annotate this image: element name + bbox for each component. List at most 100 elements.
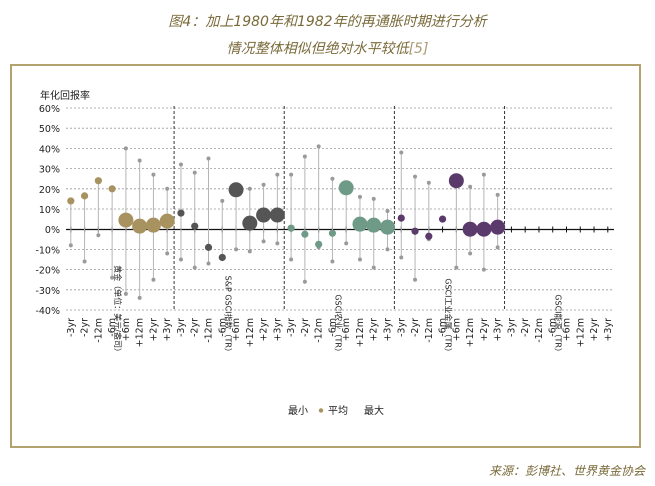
average-point bbox=[145, 217, 161, 233]
x-tick-label: +2yr bbox=[369, 318, 380, 342]
y-tick-label: 30% bbox=[39, 165, 60, 176]
max-point bbox=[426, 180, 431, 185]
x-tick-label: -12m bbox=[424, 318, 435, 343]
figure-title: 图4：加上1980年和1982年的再通胀时期进行分析 bbox=[168, 14, 487, 30]
max-point bbox=[371, 196, 376, 201]
x-tick-label: -2yr bbox=[190, 318, 201, 337]
x-tick-label: +2yr bbox=[479, 318, 490, 342]
x-tick-label: +12m bbox=[465, 318, 476, 347]
x-tick-label: +2yr bbox=[259, 318, 270, 342]
min-point bbox=[247, 249, 252, 254]
x-tick-label: -12m bbox=[204, 318, 215, 343]
x-tick-label: -6m bbox=[327, 318, 338, 337]
min-point bbox=[495, 245, 500, 250]
x-tick-label: -3yr bbox=[396, 318, 407, 337]
average-point bbox=[315, 240, 323, 248]
y-axis-title: 年化回报率 bbox=[40, 89, 90, 102]
max-point bbox=[481, 172, 486, 177]
x-tick-label: +3yr bbox=[603, 318, 614, 342]
average-point bbox=[118, 212, 134, 228]
y-tick-label: -30% bbox=[35, 286, 60, 297]
x-tick-label: -2yr bbox=[80, 318, 91, 337]
average-point bbox=[242, 215, 258, 231]
x-tick-label: +6m bbox=[231, 318, 242, 341]
average-point bbox=[159, 213, 175, 229]
average-point bbox=[490, 219, 506, 235]
x-tick-label: +3yr bbox=[493, 318, 504, 342]
max-point bbox=[495, 192, 500, 197]
max-point bbox=[399, 150, 404, 155]
y-tick-label: -10% bbox=[35, 245, 60, 256]
min-point bbox=[344, 241, 349, 246]
y-tick-label: 20% bbox=[39, 185, 60, 196]
max-point bbox=[123, 146, 128, 151]
max-point bbox=[247, 186, 252, 191]
max-point bbox=[289, 172, 294, 177]
x-tick-label: -6m bbox=[438, 318, 449, 337]
max-point bbox=[192, 170, 197, 175]
max-point bbox=[357, 194, 362, 199]
min-point bbox=[234, 247, 239, 252]
x-tick-label: +12m bbox=[135, 318, 146, 347]
x-tick-label: +12m bbox=[355, 318, 366, 347]
average-point bbox=[218, 253, 226, 262]
source-note: 来源：彭博社、世界黄金协会 bbox=[488, 464, 645, 478]
average-point bbox=[366, 217, 382, 233]
x-tick-label: -3yr bbox=[286, 318, 297, 337]
x-tick-label: +3yr bbox=[162, 318, 173, 342]
average-point bbox=[338, 180, 354, 196]
min-point bbox=[137, 295, 142, 300]
min-point bbox=[468, 251, 473, 256]
min-point bbox=[165, 251, 170, 256]
average-point bbox=[287, 224, 295, 232]
average-point bbox=[269, 207, 285, 223]
average-point bbox=[228, 182, 244, 198]
min-point bbox=[82, 259, 87, 264]
min-point bbox=[275, 241, 280, 246]
legend-avg-label: 平均 bbox=[328, 405, 348, 417]
group-label: S&P GSCI指数（TR） bbox=[223, 276, 233, 356]
x-tick-label: -6m bbox=[217, 318, 228, 337]
min-point bbox=[413, 277, 418, 282]
x-tick-label: -12m bbox=[93, 318, 104, 343]
max-point bbox=[220, 198, 225, 203]
min-point bbox=[206, 261, 211, 266]
y-tick-label: 40% bbox=[39, 144, 60, 155]
min-point bbox=[330, 259, 335, 264]
group-label: GSCI能源（TR） bbox=[554, 294, 564, 356]
min-point bbox=[454, 265, 459, 270]
min-point bbox=[123, 291, 128, 296]
y-tick-label: 60% bbox=[39, 104, 60, 115]
average-point bbox=[132, 218, 148, 234]
max-point bbox=[261, 182, 266, 187]
x-tick-label: +6m bbox=[451, 318, 462, 341]
x-tick-label: +6m bbox=[341, 318, 352, 341]
average-point bbox=[448, 173, 464, 189]
average-point bbox=[425, 232, 433, 240]
average-point bbox=[191, 222, 199, 230]
average-point bbox=[256, 207, 272, 223]
x-tick-label: +6m bbox=[121, 318, 132, 341]
average-point bbox=[438, 215, 447, 223]
min-point bbox=[289, 257, 294, 262]
average-point bbox=[328, 229, 337, 237]
max-point bbox=[151, 172, 156, 177]
average-point bbox=[462, 221, 478, 237]
group-label: GSCI农业（TR） bbox=[333, 294, 343, 356]
min-point bbox=[399, 255, 404, 260]
min-point bbox=[481, 267, 486, 272]
x-tick-label: +6m bbox=[561, 318, 572, 341]
average-point bbox=[380, 219, 396, 235]
max-point bbox=[330, 176, 335, 181]
average-point bbox=[94, 177, 102, 185]
min-point bbox=[357, 257, 362, 262]
min-point bbox=[96, 233, 101, 238]
legend-min-label: 最小 bbox=[288, 405, 308, 417]
group-label: GSCI工业金属（TR） bbox=[444, 278, 454, 356]
max-point bbox=[137, 158, 142, 163]
min-point bbox=[68, 243, 73, 248]
max-point bbox=[302, 154, 307, 159]
max-point bbox=[385, 209, 390, 214]
x-tick-label: +12m bbox=[575, 318, 586, 347]
